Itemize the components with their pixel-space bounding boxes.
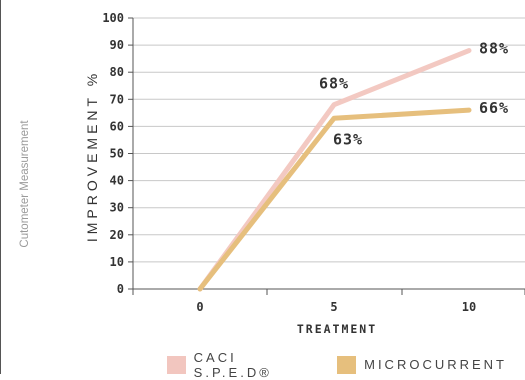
legend-label-caci: CACI S.P.E.D®: [193, 349, 272, 380]
y-tick-label-90: 90: [110, 38, 124, 52]
legend: CACI S.P.E.D® MICROCURRENT: [167, 350, 525, 380]
legend-label-microcurrent: MICROCURRENT: [364, 357, 507, 372]
x-axis-title: TREATMENT: [297, 322, 377, 336]
data-label-microcurrent-10: 66%: [479, 99, 509, 117]
x-tick-label-5: 5: [330, 300, 337, 314]
y-tick-label-70: 70: [110, 92, 124, 106]
y-tick-label-10: 10: [110, 255, 124, 269]
legend-swatch-caci: [167, 355, 186, 374]
data-label-caci-5: 68%: [319, 75, 349, 93]
series-line-microcurrent: [197, 107, 472, 292]
y-axis-title: IMPROVEMENT %: [84, 70, 100, 242]
y-tick-label-30: 30: [110, 201, 124, 215]
y-tick-label-100: 100: [102, 11, 124, 25]
y-tick-label-50: 50: [110, 147, 124, 161]
y-tick-label-60: 60: [110, 119, 124, 133]
legend-item-microcurrent: MICROCURRENT: [337, 355, 507, 374]
y-tick-label-20: 20: [110, 228, 124, 242]
series-line-caci: [197, 48, 472, 292]
legend-swatch-microcurrent: [337, 355, 357, 374]
y-tick-label-40: 40: [110, 174, 124, 188]
data-label-caci-10: 88%: [479, 40, 509, 58]
data-label-microcurrent-5: 63%: [333, 130, 363, 148]
y-tick-label-0: 0: [117, 282, 124, 296]
x-tick-label-0: 0: [196, 300, 203, 314]
y-tick-label-80: 80: [110, 65, 124, 79]
legend-item-caci: CACI S.P.E.D®: [167, 350, 319, 380]
x-tick-label-10: 10: [462, 300, 476, 314]
